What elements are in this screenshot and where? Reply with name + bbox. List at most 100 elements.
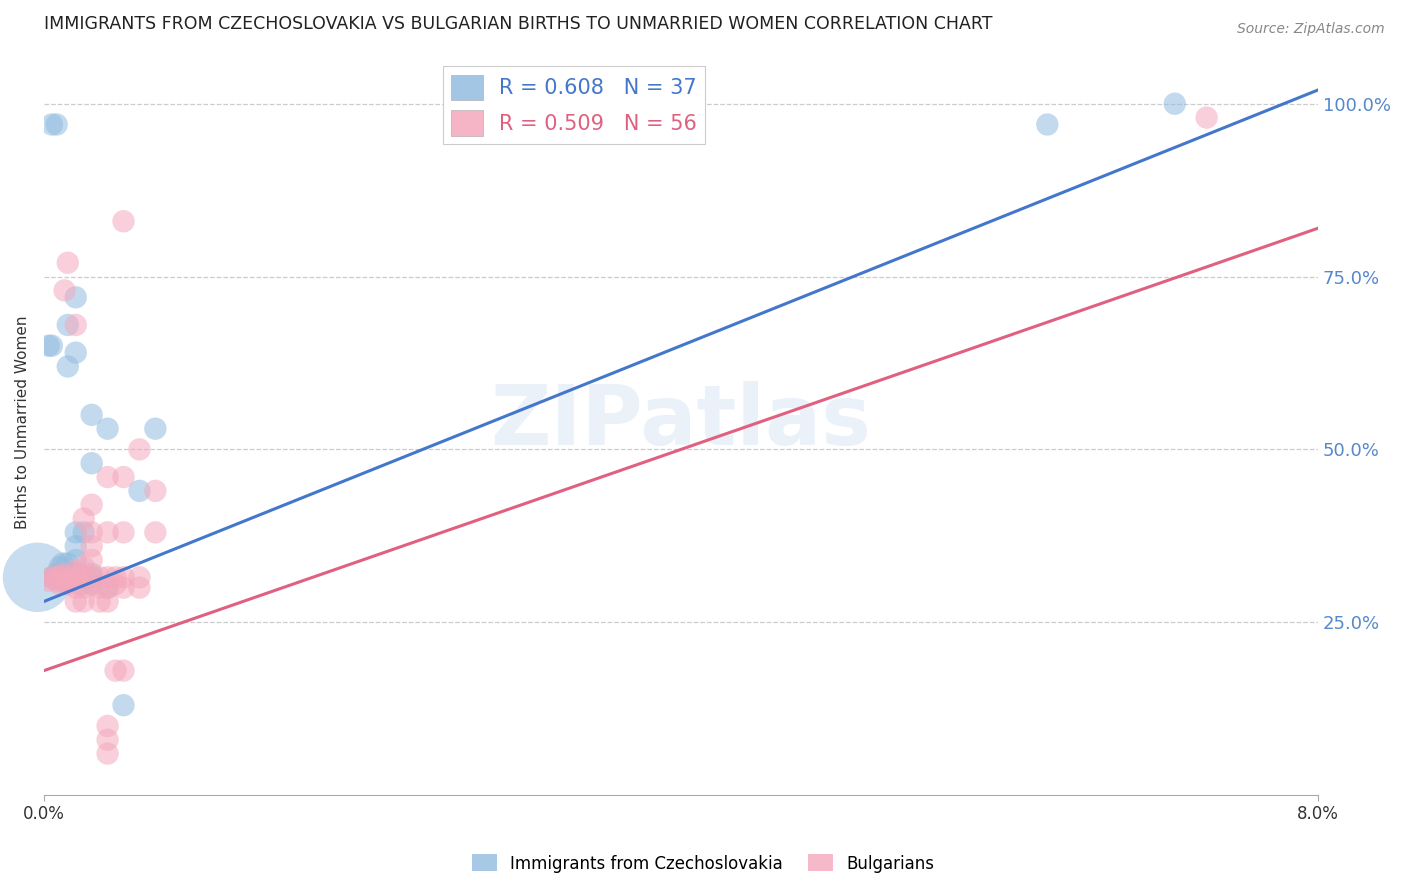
Point [65, 566, 87, 581]
Point [56, 570, 79, 584]
Point [104, 664, 127, 678]
Point [128, 570, 150, 584]
Point [112, 664, 135, 678]
Point [45, 574, 67, 588]
Point [73, 581, 96, 595]
Point [97, 525, 120, 540]
Point [97, 747, 120, 761]
Point [80, 566, 103, 581]
Point [89, 594, 111, 608]
Point [80, 525, 103, 540]
Point [67, 570, 90, 584]
Point [80, 456, 103, 470]
Point [145, 483, 167, 498]
Text: ZIPatlas: ZIPatlas [491, 381, 872, 462]
Point [128, 581, 150, 595]
Point [97, 719, 120, 733]
Point [56, 574, 79, 588]
Point [80, 577, 103, 591]
Point [41, 570, 63, 584]
Point [41, 339, 63, 353]
Point [53, 284, 76, 298]
Point [1195, 111, 1218, 125]
Point [49, 570, 72, 584]
Point [97, 581, 120, 595]
Point [97, 470, 120, 484]
Legend: Immigrants from Czechoslovakia, Bulgarians: Immigrants from Czechoslovakia, Bulgaria… [465, 847, 941, 880]
Point [89, 581, 111, 595]
Point [56, 557, 79, 571]
Point [73, 525, 96, 540]
Point [41, 118, 63, 132]
Point [27, 570, 49, 584]
Point [112, 525, 135, 540]
Point [65, 345, 87, 359]
Point [65, 318, 87, 332]
Point [73, 570, 96, 584]
Point [56, 359, 79, 374]
Point [145, 525, 167, 540]
Point [145, 422, 167, 436]
Point [73, 570, 96, 584]
Point [80, 570, 103, 584]
Point [65, 290, 87, 304]
Point [38, 574, 60, 588]
Point [56, 256, 79, 270]
Point [65, 553, 87, 567]
Point [49, 570, 72, 584]
Point [89, 570, 111, 584]
Point [128, 442, 150, 457]
Point [53, 574, 76, 588]
Point [65, 581, 87, 595]
Text: IMMIGRANTS FROM CZECHOSLOVAKIA VS BULGARIAN BIRTHS TO UNMARRIED WOMEN CORRELATIO: IMMIGRANTS FROM CZECHOSLOVAKIA VS BULGAR… [44, 15, 993, 33]
Point [65, 570, 87, 584]
Point [128, 483, 150, 498]
Point [65, 563, 87, 577]
Point [52, 566, 75, 581]
Point [104, 577, 127, 591]
Point [65, 594, 87, 608]
Point [49, 560, 72, 574]
Point [49, 577, 72, 591]
Point [80, 570, 103, 584]
Point [41, 570, 63, 584]
Point [38, 339, 60, 353]
Point [97, 732, 120, 747]
Point [45, 118, 67, 132]
Point [53, 570, 76, 584]
Point [112, 214, 135, 228]
Point [112, 570, 135, 584]
Point [45, 566, 67, 581]
Point [44, 570, 66, 584]
Point [44, 570, 66, 584]
Legend: R = 0.608   N = 37, R = 0.509   N = 56: R = 0.608 N = 37, R = 0.509 N = 56 [443, 66, 706, 145]
Point [112, 470, 135, 484]
Point [56, 577, 79, 591]
Point [80, 553, 103, 567]
Point [73, 594, 96, 608]
Point [97, 422, 120, 436]
Point [112, 698, 135, 713]
Point [67, 570, 90, 584]
Point [80, 539, 103, 553]
Point [1164, 96, 1187, 111]
Point [80, 577, 103, 591]
Point [73, 560, 96, 574]
Point [52, 557, 75, 571]
Point [97, 581, 120, 595]
Point [69, 577, 91, 591]
Point [97, 570, 120, 584]
Point [56, 318, 79, 332]
Point [65, 525, 87, 540]
Point [1036, 118, 1059, 132]
Point [80, 498, 103, 512]
Point [112, 581, 135, 595]
Y-axis label: Births to Unmarried Women: Births to Unmarried Women [15, 315, 30, 528]
Point [80, 408, 103, 422]
Point [97, 594, 120, 608]
Point [65, 539, 87, 553]
Point [104, 570, 127, 584]
Point [69, 566, 91, 581]
Text: Source: ZipAtlas.com: Source: ZipAtlas.com [1237, 22, 1385, 37]
Point [73, 511, 96, 525]
